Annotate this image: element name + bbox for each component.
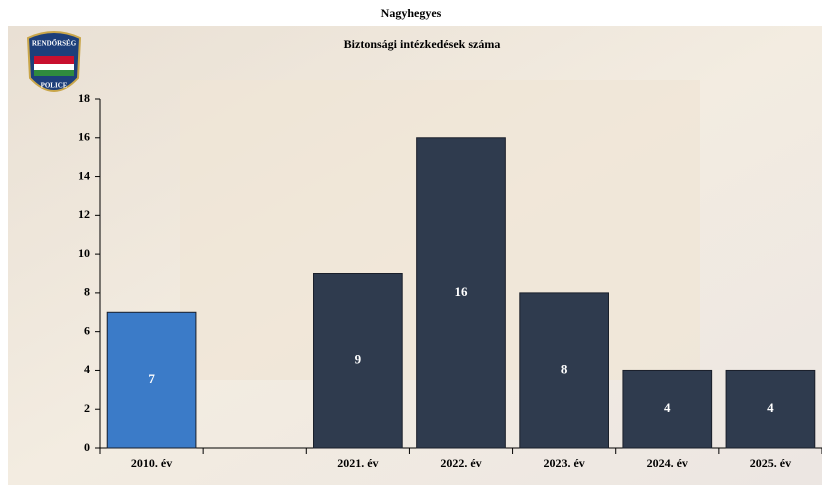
y-tick-label: 12	[78, 207, 90, 221]
x-tick-label: 2024. év	[647, 456, 688, 470]
data-label: 8	[561, 361, 568, 376]
logo-top-text: RENDŐRSÉG	[32, 40, 77, 48]
y-tick-label: 16	[78, 130, 90, 144]
y-tick-label: 0	[84, 440, 90, 454]
police-logo: RENDŐRSÉG POLICE	[26, 31, 82, 92]
y-tick-label: 6	[84, 323, 90, 337]
data-label: 4	[767, 400, 774, 415]
y-tick-label: 10	[78, 246, 90, 260]
chart-subtitle: Biztonsági intézkedések száma	[344, 37, 501, 51]
y-tick-label: 18	[78, 91, 90, 105]
chart-title: Nagyhegyes	[381, 6, 442, 20]
bar	[106, 311, 197, 449]
y-tick-label: 8	[84, 285, 90, 299]
bar	[622, 369, 713, 449]
x-tick-label: 2023. év	[543, 456, 584, 470]
bar	[519, 292, 609, 449]
x-tick-label: 2021. év	[337, 456, 378, 470]
y-tick-label: 4	[84, 362, 90, 376]
data-label: 16	[455, 284, 469, 299]
bar	[725, 369, 816, 449]
bar	[416, 137, 506, 449]
bar	[313, 273, 403, 449]
y-tick-label: 2	[84, 401, 90, 415]
logo-bottom-text: POLICE	[41, 82, 68, 90]
x-tick-label: 2025. év	[750, 456, 791, 470]
x-tick-label: 2022. év	[440, 456, 481, 470]
x-tick-label: 2010. év	[131, 456, 172, 470]
data-label: 9	[355, 352, 362, 367]
y-tick-label: 14	[78, 168, 90, 182]
data-label: 7	[148, 371, 155, 386]
data-label: 4	[664, 400, 671, 415]
